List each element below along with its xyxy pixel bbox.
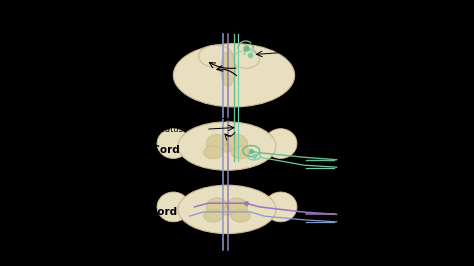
Ellipse shape (231, 146, 250, 159)
Ellipse shape (206, 198, 228, 216)
Ellipse shape (233, 51, 259, 68)
Ellipse shape (157, 129, 190, 159)
Ellipse shape (223, 144, 231, 152)
Ellipse shape (203, 209, 223, 222)
Ellipse shape (231, 209, 250, 222)
Text: Gracile Nucleus: Gracile Nucleus (264, 39, 336, 47)
Title: Dorsal Column Medial Lemniscus (DCML): Dorsal Column Medial Lemniscus (DCML) (77, 1, 391, 16)
Ellipse shape (206, 134, 228, 153)
Ellipse shape (199, 45, 233, 67)
Text: Cuneate Nucleus: Cuneate Nucleus (292, 51, 369, 60)
Text: Upper Medulla: Upper Medulla (61, 78, 147, 88)
Ellipse shape (264, 192, 297, 222)
Text: Lumbar Spinal Cord: Lumbar Spinal Cord (61, 207, 177, 217)
Text: Touch, pressure, vibration: Touch, pressure, vibration (337, 167, 446, 175)
Ellipse shape (178, 185, 276, 234)
Ellipse shape (220, 52, 235, 86)
Text: Proprioception, position: Proprioception, position (337, 212, 437, 221)
Text: Proprioception, position: Proprioception, position (337, 158, 437, 167)
Ellipse shape (157, 192, 190, 222)
Text: Cervical Spinal Cord: Cervical Spinal Cord (61, 145, 180, 155)
Ellipse shape (178, 122, 276, 170)
Text: Fasciculus cuneatus: Fasciculus cuneatus (99, 125, 182, 134)
Ellipse shape (223, 207, 231, 216)
Text: Fasciculus gracilis: Fasciculus gracilis (107, 113, 182, 122)
Ellipse shape (226, 198, 247, 216)
Text: Touch, pressure, vibration: Touch, pressure, vibration (337, 221, 446, 230)
Ellipse shape (226, 134, 247, 153)
Ellipse shape (264, 129, 297, 159)
Ellipse shape (203, 146, 223, 159)
Ellipse shape (173, 44, 295, 107)
